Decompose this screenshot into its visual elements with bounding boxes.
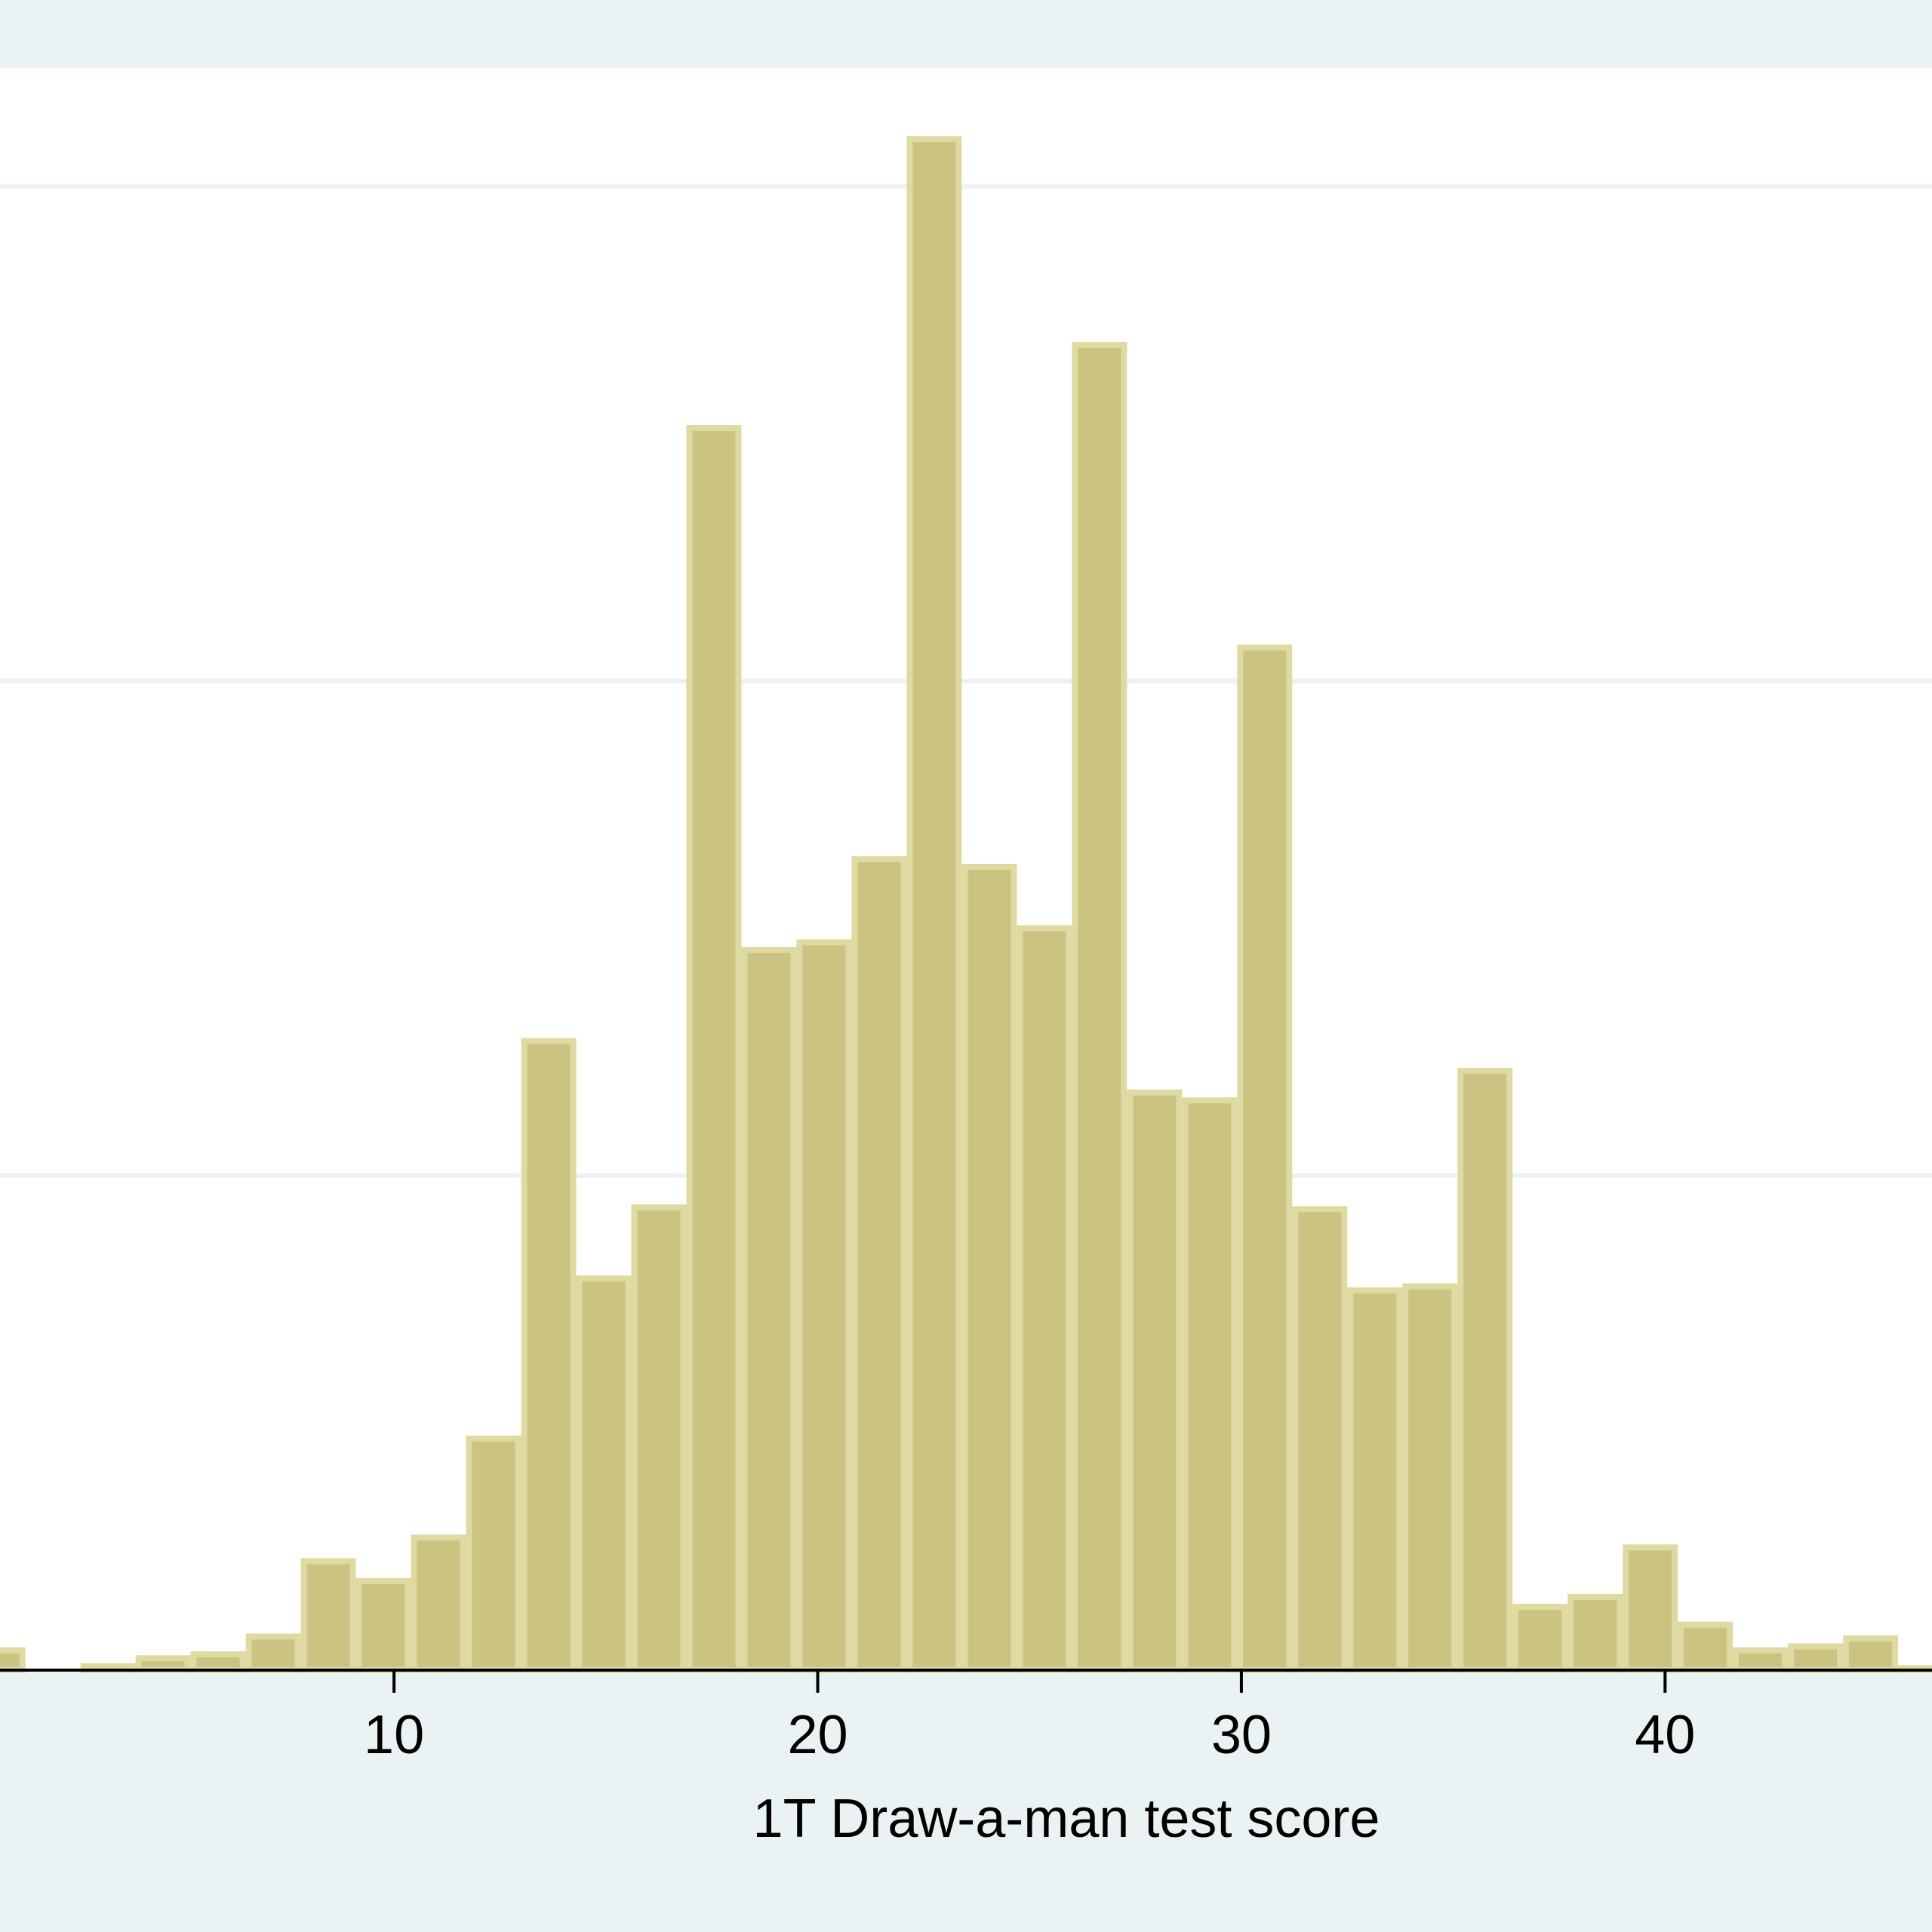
histogram-bars <box>0 136 1932 1674</box>
histogram-bar-16 <box>851 856 907 1673</box>
histogram-bar-32 <box>1733 1647 1789 1673</box>
histogram-bar-18 <box>961 863 1017 1673</box>
histogram-bar-27 <box>1457 1067 1513 1673</box>
histogram-bar-30 <box>1623 1544 1678 1674</box>
histogram-bar-20 <box>1072 341 1128 1674</box>
histogram-bar-6 <box>300 1558 356 1674</box>
histogram-bar-34 <box>1843 1635 1899 1674</box>
histogram-bar-26 <box>1402 1283 1458 1674</box>
histogram-bar-3 <box>135 1655 191 1674</box>
histogram-bar-19 <box>1017 925 1072 1673</box>
x-axis: 10 20 30 40 <box>0 1669 1932 1765</box>
x-axis-title: 1T Draw-a-man test score <box>753 1789 1380 1849</box>
histogram-bar-12 <box>631 1204 687 1673</box>
x-tick-label-0: 10 <box>364 1705 424 1765</box>
x-tick-label-2: 30 <box>1211 1705 1272 1765</box>
histogram-bar-28 <box>1512 1604 1568 1674</box>
histogram-bar-5 <box>245 1633 301 1673</box>
histogram-bar-8 <box>411 1534 466 1673</box>
histogram-bar-33 <box>1788 1643 1844 1673</box>
x-tick-label-3: 40 <box>1635 1705 1695 1765</box>
histogram-bar-14 <box>741 946 797 1673</box>
histogram-bar-13 <box>686 425 742 1673</box>
histogram-bar-7 <box>355 1578 411 1674</box>
histogram-bar-11 <box>576 1275 632 1673</box>
histogram-bar-10 <box>521 1038 577 1673</box>
histogram-bar-9 <box>466 1435 521 1674</box>
histogram-bar-15 <box>796 939 852 1673</box>
histogram-bar-23 <box>1237 644 1293 1674</box>
histogram-bar-0 <box>0 1647 26 1673</box>
histogram-bar-4 <box>190 1651 246 1673</box>
histogram-bar-22 <box>1182 1097 1238 1673</box>
histogram-bar-31 <box>1678 1621 1734 1673</box>
histogram-bar-24 <box>1292 1206 1348 1674</box>
x-tick-label-1: 20 <box>787 1705 848 1765</box>
histogram-bar-17 <box>906 136 962 1673</box>
histogram-bar-29 <box>1567 1594 1623 1673</box>
histogram-bar-21 <box>1127 1089 1183 1673</box>
histogram-bar-25 <box>1347 1287 1403 1674</box>
